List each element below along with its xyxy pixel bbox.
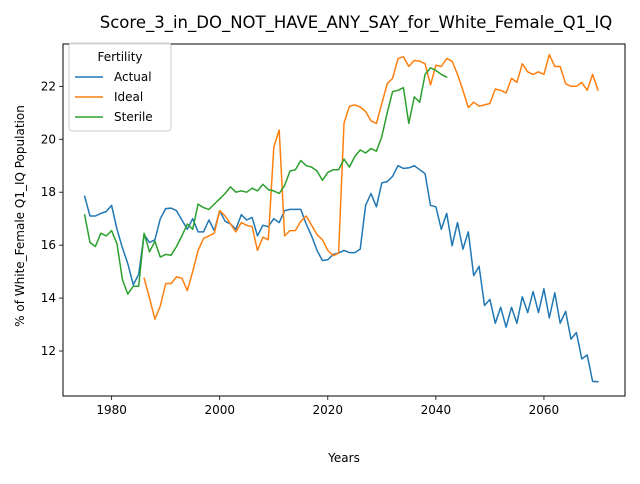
y-axis: 12 14 16 18 20 22 <box>41 79 63 358</box>
legend: Fertility Actual Ideal Sterile <box>68 42 172 132</box>
legend-label-actual: Actual <box>114 70 152 84</box>
x-tick-label: 2020 <box>313 403 344 417</box>
x-axis: 1980 2000 2020 2040 2060 <box>96 396 559 417</box>
series-line-sterile <box>83 67 448 295</box>
y-tick-label: 12 <box>41 344 56 358</box>
x-tick-label: 2040 <box>421 403 452 417</box>
y-tick-label: 16 <box>41 238 56 252</box>
plot-area-frame <box>62 43 626 397</box>
legend-label-ideal: Ideal <box>114 90 143 104</box>
x-axis-label: Years <box>327 451 360 465</box>
x-tick-label: 1980 <box>96 403 127 417</box>
x-tick-label: 2060 <box>529 403 560 417</box>
chart-title: Score_3_in_DO_NOT_HAVE_ANY_SAY_for_White… <box>100 13 612 33</box>
x-tick-label: 2000 <box>204 403 235 417</box>
series-line-ideal <box>143 53 599 320</box>
y-tick-label: 18 <box>41 185 56 199</box>
y-tick-label: 22 <box>41 79 56 93</box>
series-line-actual <box>83 164 599 383</box>
y-axis-label: % of White_Female Q1_IQ Population <box>13 105 27 327</box>
series-layer <box>83 53 599 383</box>
legend-label-sterile: Sterile <box>114 110 153 124</box>
legend-box <box>68 42 172 132</box>
y-tick-label: 14 <box>41 291 56 305</box>
legend-title: Fertility <box>97 50 142 64</box>
y-tick-label: 20 <box>41 132 56 146</box>
